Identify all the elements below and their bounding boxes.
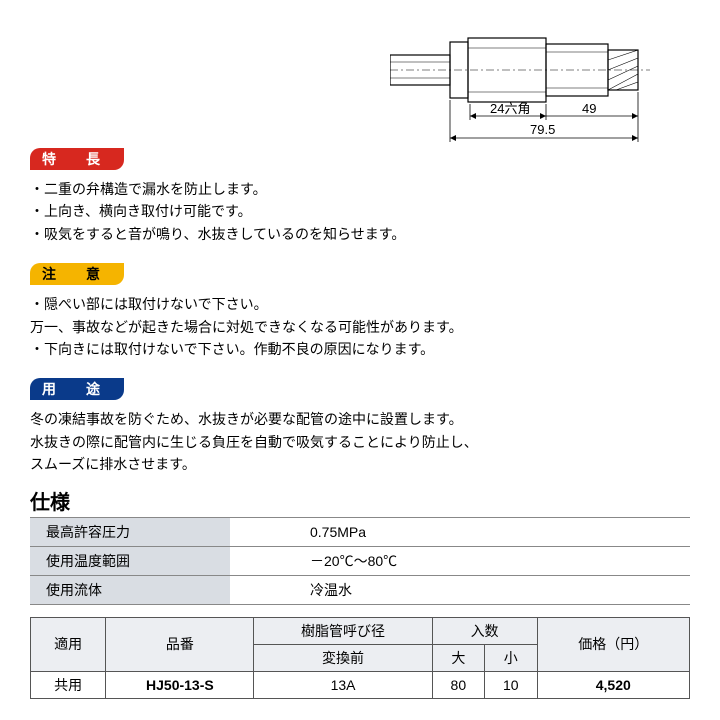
dim-hex-label: 24六角 [490,101,530,116]
product-diagram: 24六角 49 79.5 [390,20,680,190]
cell-qty-large: 80 [432,671,484,698]
th-before-change: 変換前 [254,644,432,671]
spec-value: 冷温水 [230,575,690,604]
spec-value: －20℃～80℃ [230,546,690,575]
caution-tag: 注 意 [30,263,124,285]
spec-label: 使用温度範囲 [30,546,230,575]
feature-item: 上向き、横向き取付け可能です。 [30,200,690,222]
cell-price: 4,520 [537,671,689,698]
features-tag: 特 長 [30,148,124,170]
spec-label: 最高許容圧力 [30,517,230,546]
product-table: 適用 品番 樹脂管呼び径 入数 価格（円） 変換前 大 小 共用 HJ50-13… [30,617,690,699]
spec-row: 使用温度範囲 －20℃～80℃ [30,546,690,575]
dim-total: 79.5 [530,122,555,137]
th-applicable: 適用 [31,617,106,671]
cell-part-no: HJ50-13-S [106,671,254,698]
cell-applicable: 共用 [31,671,106,698]
usage-text: 冬の凍結事故を防ぐため、水抜きが必要な配管の途中に設置します。 水抜きの際に配管… [30,408,690,475]
th-qty-large: 大 [432,644,484,671]
caution-item: 下向きには取付けないで下さい。作動不良の原因になります。 [30,338,690,360]
spec-row: 最高許容圧力 0.75MPa [30,517,690,546]
th-price: 価格（円） [537,617,689,671]
feature-item: 吸気をすると音が鳴り、水抜きしているのを知らせます。 [30,223,690,245]
spec-row: 使用流体 冷温水 [30,575,690,604]
caution-item: 隠ぺい部には取付けないで下さい。 万一、事故などが起きた場合に対処できなくなる可… [30,293,690,338]
spec-title: 仕様 [30,486,690,515]
th-resin-pipe: 樹脂管呼び径 [254,617,432,644]
usage-tag: 用 途 [30,378,124,400]
spec-label: 使用流体 [30,575,230,604]
th-part-no: 品番 [106,617,254,671]
th-qty-small: 小 [485,644,537,671]
caution-list: 隠ぺい部には取付けないで下さい。 万一、事故などが起きた場合に対処できなくなる可… [30,293,690,360]
cell-before-change: 13A [254,671,432,698]
cell-qty-small: 10 [485,671,537,698]
product-row: 共用 HJ50-13-S 13A 80 10 4,520 [31,671,690,698]
th-qty: 入数 [432,617,537,644]
spec-table: 最高許容圧力 0.75MPa 使用温度範囲 －20℃～80℃ 使用流体 冷温水 [30,517,690,605]
dim-right: 49 [582,101,596,116]
spec-value: 0.75MPa [230,517,690,546]
